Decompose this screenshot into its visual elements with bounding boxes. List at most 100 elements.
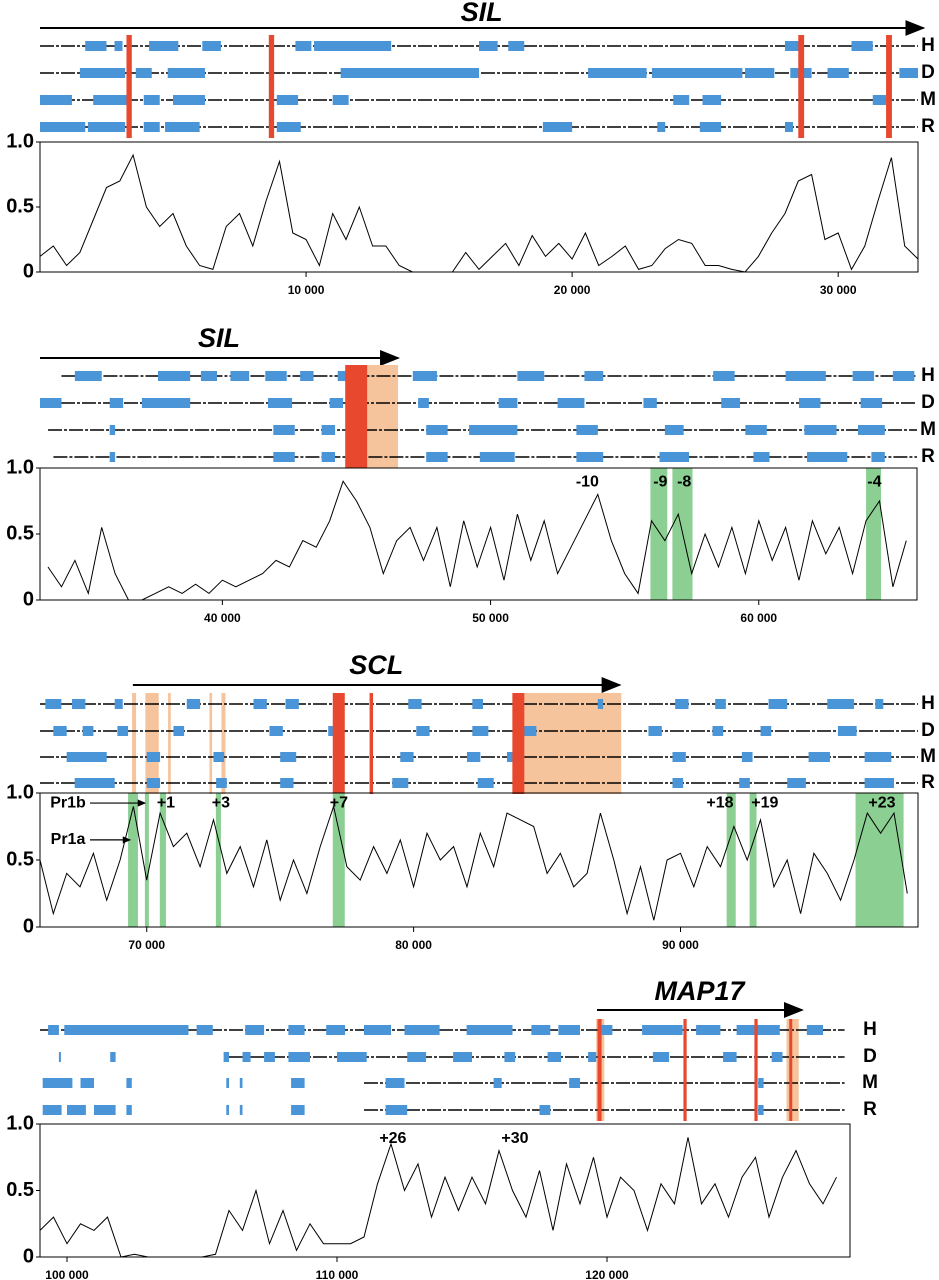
green-region: [726, 793, 736, 927]
conserved-block: [426, 425, 448, 435]
conserved-block: [643, 398, 657, 408]
track-label: R: [921, 772, 935, 793]
conserved-block: [872, 95, 887, 105]
gene-title: MAP17: [654, 976, 746, 1006]
conserved-block: [787, 778, 806, 788]
red-region: [789, 1019, 793, 1121]
conserved-block: [273, 452, 295, 462]
annotation: -9: [653, 474, 667, 491]
conserved-block: [196, 1025, 213, 1035]
conserved-block: [42, 1105, 62, 1115]
conserved-block: [94, 1105, 116, 1115]
conserved-block: [588, 1052, 597, 1062]
conserved-block: [64, 1025, 189, 1035]
y-tick-label: 0.5: [6, 195, 34, 217]
conserved-block: [837, 726, 857, 736]
conserved-block: [477, 778, 494, 788]
annotation: Pr1b: [50, 794, 86, 811]
conserved-block: [280, 778, 294, 788]
track-label: D: [921, 62, 935, 83]
orange-region: [132, 693, 137, 794]
red-region: [268, 35, 275, 138]
conserved-block: [167, 68, 205, 78]
conserved-block: [498, 398, 518, 408]
conserved-block: [741, 752, 753, 762]
track-label: R: [863, 1099, 877, 1120]
conserved-block: [469, 425, 518, 435]
x-tick-label: 60 000: [740, 611, 777, 625]
conserved-block: [672, 778, 684, 788]
conserved-block: [326, 1025, 346, 1035]
red-region: [126, 35, 132, 138]
conserved-block: [40, 95, 72, 105]
conserved-block: [80, 1078, 94, 1088]
track-label: M: [920, 419, 936, 440]
x-tick-label: 120 000: [585, 1268, 629, 1280]
conserved-block: [173, 95, 205, 105]
conserved-block: [226, 1105, 229, 1115]
conserved-block: [672, 752, 686, 762]
red-region: [683, 1019, 687, 1121]
conserved-block: [239, 1105, 243, 1115]
conserved-block: [242, 1052, 251, 1062]
y-tick-label: 0: [23, 260, 34, 282]
conserved-block: [53, 726, 67, 736]
conserved-block: [408, 699, 422, 709]
conserved-block: [223, 1052, 229, 1062]
conserved-block: [392, 778, 409, 788]
conserved-block: [860, 398, 883, 408]
conserved-block: [149, 41, 179, 51]
track-label: R: [921, 116, 935, 137]
conserved-block: [200, 371, 218, 381]
conserved-block: [642, 1025, 683, 1035]
conserved-block: [239, 1078, 243, 1088]
annotation: -4: [867, 474, 881, 491]
y-tick-label: 1.0: [6, 781, 34, 803]
y-tick-label: 1.0: [6, 130, 34, 152]
conserved-block: [712, 726, 724, 736]
conserved-block: [558, 1025, 580, 1035]
orange-region: [524, 693, 622, 794]
conserved-block: [857, 425, 885, 435]
conserved-block: [82, 726, 94, 736]
conserved-block: [267, 398, 293, 408]
conservation-line: [47, 480, 907, 601]
conserved-block: [673, 95, 690, 105]
orange-region: [168, 693, 171, 794]
plot-frame: [39, 1123, 851, 1258]
track-label: D: [921, 720, 935, 741]
plot-frame: [39, 141, 919, 273]
conserved-block: [300, 371, 314, 381]
conserved-block: [479, 41, 498, 51]
conserved-block: [230, 371, 250, 381]
conserved-block: [652, 1052, 670, 1062]
conserved-block: [806, 1025, 823, 1035]
y-tick-label: 0: [23, 915, 34, 937]
conserved-block: [547, 1052, 562, 1062]
conserved-block: [126, 1078, 132, 1088]
conserved-block: [364, 1025, 391, 1035]
orange-region: [221, 693, 226, 794]
conserved-block: [807, 452, 848, 462]
green-region: [144, 793, 149, 927]
orange-region: [209, 693, 213, 794]
conserved-block: [648, 726, 662, 736]
conserved-block: [702, 95, 722, 105]
conserved-block: [597, 699, 604, 709]
green-region: [332, 793, 345, 927]
gene-title: SIL: [198, 323, 240, 353]
track-label: H: [921, 365, 935, 386]
conserved-block: [141, 398, 191, 408]
conserved-block: [143, 95, 160, 105]
conserved-block: [864, 752, 892, 762]
conserved-block: [332, 95, 349, 105]
conserved-block: [288, 1052, 310, 1062]
conserved-block: [504, 1052, 516, 1062]
conserved-block: [657, 122, 666, 132]
conserved-block: [264, 1052, 275, 1062]
x-tick-label: 70 000: [128, 938, 165, 952]
conserved-block: [721, 398, 740, 408]
plot-frame: [39, 467, 918, 601]
conserved-block: [314, 41, 392, 51]
